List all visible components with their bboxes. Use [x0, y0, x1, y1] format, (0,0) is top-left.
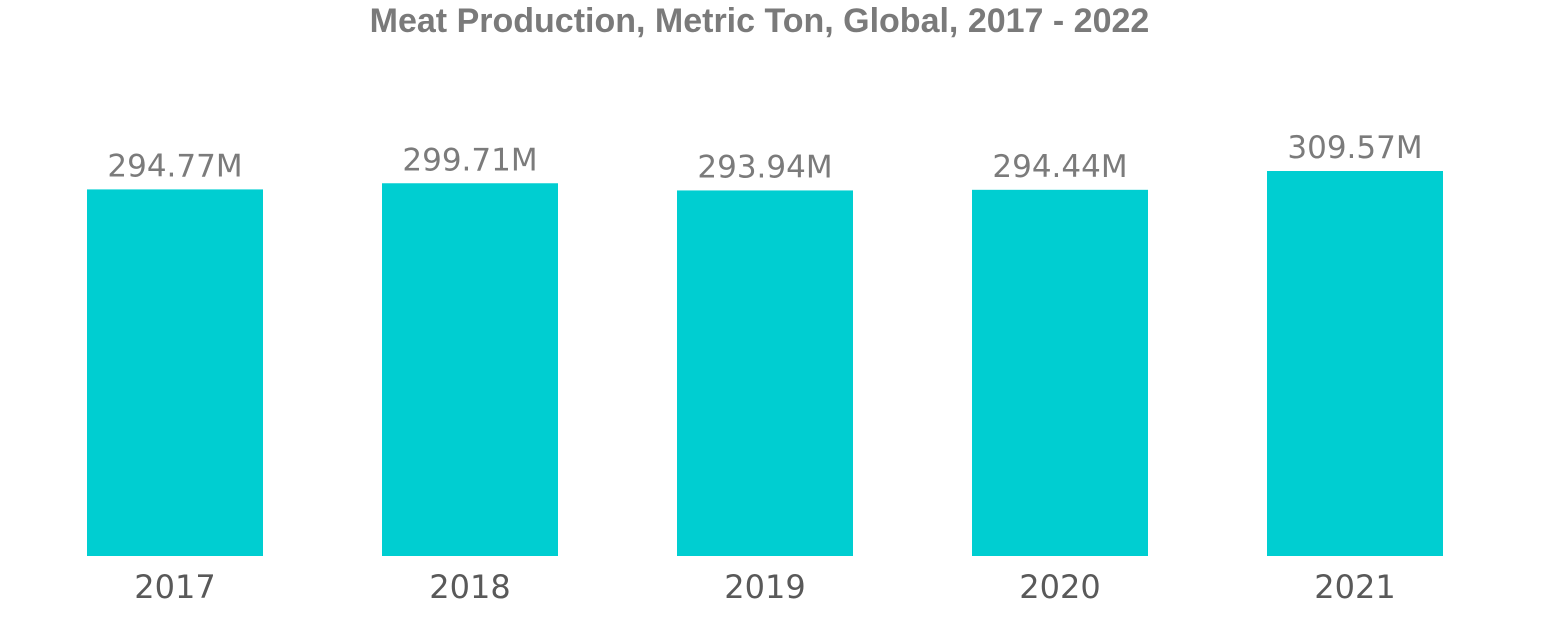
value-label-2018: 299.71M [402, 142, 537, 178]
bar-2017 [87, 189, 263, 556]
x-tick-label-2018: 2018 [429, 568, 510, 606]
value-label-2019: 293.94M [697, 149, 832, 185]
chart-title: Meat Production, Metric Ton, Global, 201… [369, 2, 1150, 40]
bar-2019 [677, 190, 853, 556]
x-tick-label-2021: 2021 [1314, 568, 1395, 606]
bar-2020 [972, 189, 1148, 556]
bar-2021 [1267, 171, 1443, 556]
bar-2018 [382, 183, 558, 556]
value-label-2021: 309.57M [1287, 130, 1422, 166]
x-tick-label-2019: 2019 [724, 568, 805, 606]
value-label-2017: 294.77M [107, 148, 242, 184]
x-tick-label-2017: 2017 [134, 568, 215, 606]
value-label-2020: 294.44M [992, 149, 1127, 185]
x-tick-label-2020: 2020 [1019, 568, 1100, 606]
